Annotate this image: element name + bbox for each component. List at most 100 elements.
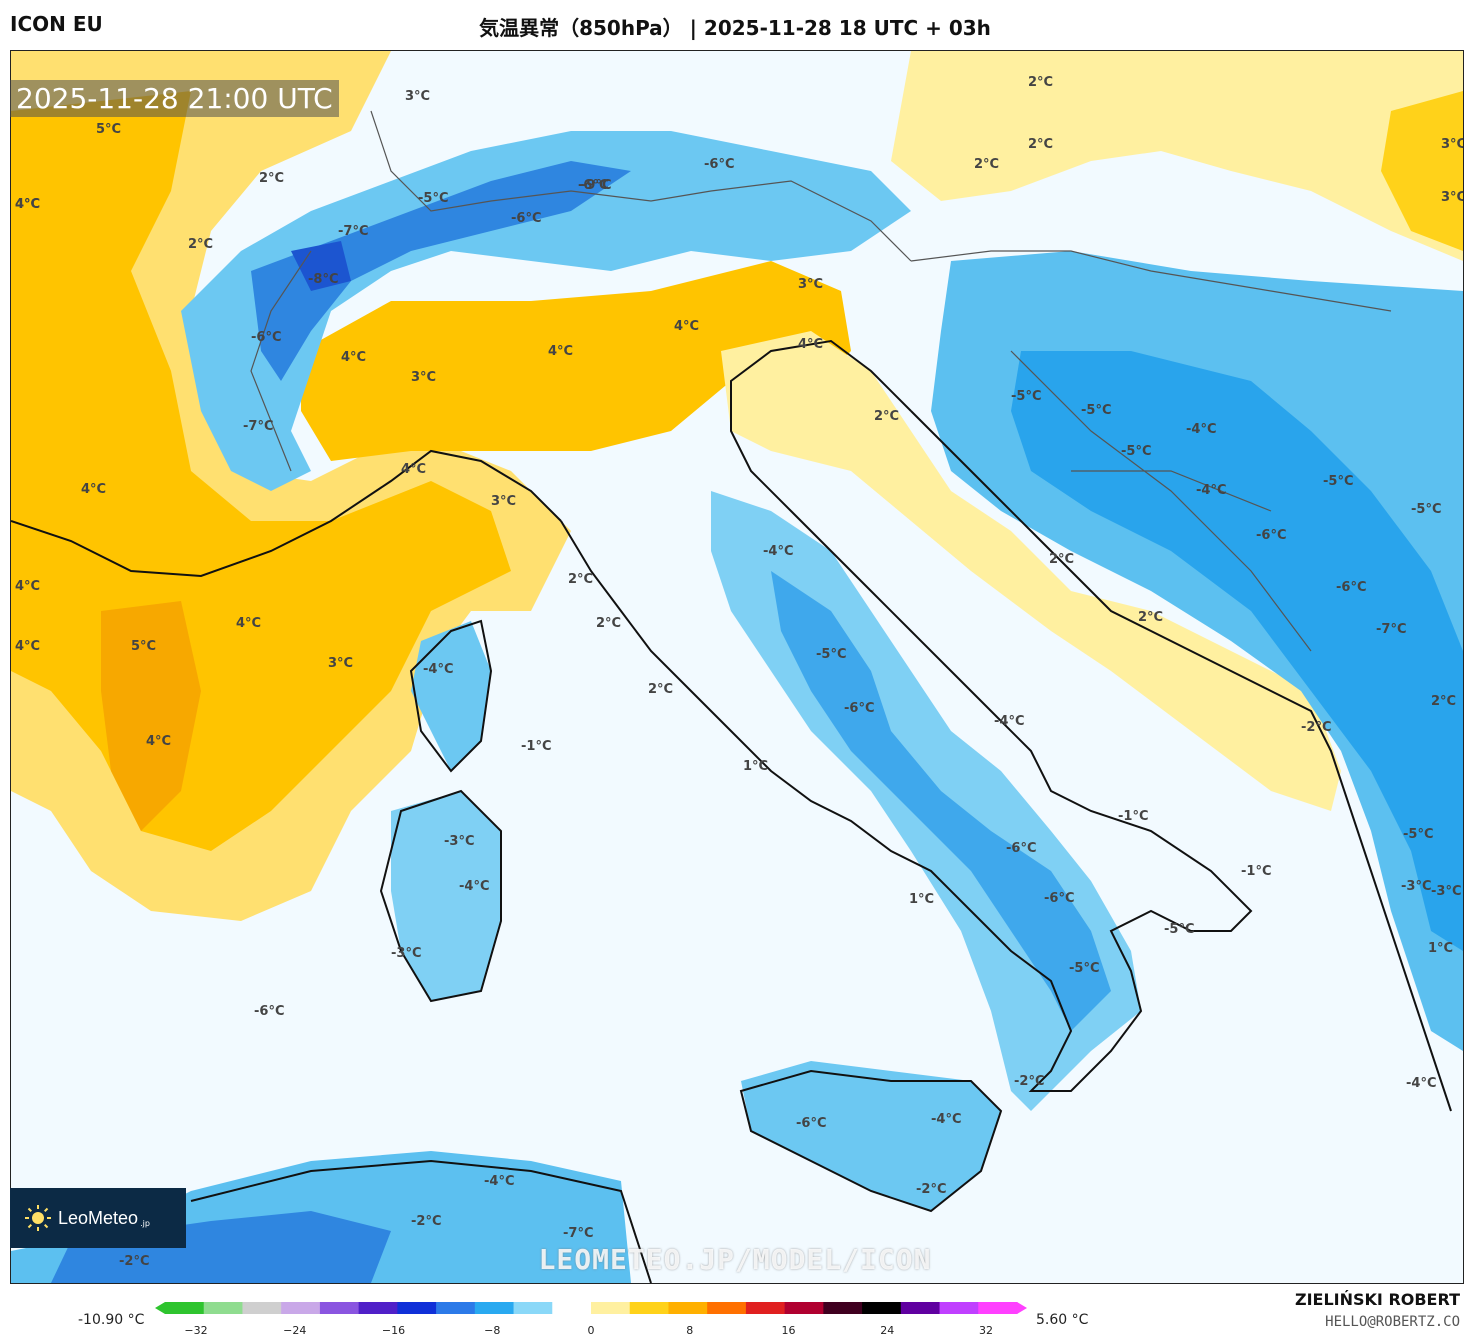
temperature-label: -4°C: [1406, 1076, 1436, 1091]
logo-suffix: .jp: [140, 1219, 150, 1228]
author-name: ZIELIŃSKI ROBERT: [1294, 1290, 1460, 1309]
warm-adriatic: [721, 331, 1341, 811]
colorbar-tick-label: 0: [587, 1324, 595, 1337]
warm-anomaly-northeast: [891, 51, 1463, 261]
temperature-label: -6°C: [1336, 580, 1366, 595]
temperature-label: 3°C: [1441, 137, 1463, 152]
temperature-label: -6°C: [251, 330, 281, 345]
temperature-label: -3°C: [1431, 884, 1461, 899]
temperature-label: 2°C: [648, 682, 673, 697]
temperature-label: 3°C: [328, 656, 353, 671]
warm-core-provence: [101, 601, 201, 831]
chart-title: 気温異常（850hPa） | 2025-11-28 18 UTC + 03h: [479, 16, 991, 40]
temperature-label: 3°C: [491, 494, 516, 509]
temperature-label: -6°C: [578, 178, 608, 193]
cold-north-africa-core: [51, 1211, 391, 1283]
leometeo-logo: LeoMeteo .jp: [10, 1188, 186, 1248]
colorbar-tick-label: 8: [686, 1324, 694, 1337]
colorbar-tick-label: 24: [880, 1324, 895, 1337]
temperature-label: -5°C: [1121, 444, 1151, 459]
cold-apennines-core: [771, 571, 1111, 1031]
temperature-label: -6°C: [844, 701, 874, 716]
temperature-label: 2°C: [1028, 137, 1053, 152]
temperature-label: -5°C: [1011, 389, 1041, 404]
temperature-label: 2°C: [874, 409, 899, 424]
colorbar-swatch: [358, 1302, 398, 1314]
colorbar-tick-label: −8: [484, 1324, 501, 1337]
temperature-label: 3°C: [405, 89, 430, 104]
colorbar: [155, 1302, 1027, 1314]
colorbar-min-label: -10.90 °C: [78, 1312, 145, 1328]
timestamp-overlay: 2025-11-28 21:00 UTC: [10, 80, 339, 117]
temperature-label: -1°C: [521, 739, 551, 754]
temperature-label: -6°C: [1044, 891, 1074, 906]
colorbar-swatch: [978, 1302, 1018, 1314]
temperature-label: -3°C: [1401, 879, 1431, 894]
temperature-label: -2°C: [1301, 720, 1331, 735]
temperature-label: 4°C: [548, 344, 573, 359]
coastline-sicily: [739, 1069, 1003, 1213]
temperature-label: -7°C: [1376, 622, 1406, 637]
temperature-label: 1°C: [909, 892, 934, 907]
temperature-label: 4°C: [15, 197, 40, 212]
temperature-label: -6°C: [254, 1004, 284, 1019]
temperature-label: 2°C: [188, 237, 213, 252]
temperature-label: -5°C: [1411, 502, 1441, 517]
temperature-label: 4°C: [341, 350, 366, 365]
temperature-label: 4°C: [401, 462, 426, 477]
colorbar-swatch: [707, 1302, 747, 1314]
temperature-label: 1°C: [1428, 941, 1453, 956]
colorbar-swatch: [745, 1302, 786, 1314]
colorbar-tick-label: 16: [781, 1324, 796, 1337]
temperature-label: -5°C: [418, 191, 448, 206]
temperature-label: 4°C: [798, 337, 823, 352]
temperature-label: 4°C: [15, 579, 40, 594]
temperature-label: 1°C: [743, 759, 768, 774]
coastline-france: [11, 449, 562, 578]
colorbar-swatch: [513, 1302, 553, 1314]
temperature-label: -8°C: [308, 272, 338, 287]
temperature-label: 3°C: [411, 370, 436, 385]
cold-alps-deep: [291, 241, 351, 291]
colorbar-tick-label: −24: [283, 1324, 307, 1337]
border-lines: [250, 110, 1392, 652]
map-panel: 3°C 5°C 4°C 2°C 2°C -5°C -7°C -8°C -6°C -9°C -6°C -…: [10, 50, 1464, 1284]
sun-icon: [25, 1205, 51, 1231]
colorbar-swatch: [474, 1302, 515, 1314]
temperature-label: 4°C: [674, 319, 699, 334]
cold-sardinia: [391, 791, 501, 1001]
colorbar-swatch: [629, 1302, 669, 1314]
temperature-label: -3°C: [444, 834, 474, 849]
temperature-label: -4°C: [484, 1174, 514, 1189]
colorbar-min-arrow: [155, 1302, 165, 1314]
watermark-url: LEOMETEO.JP/MODEL/ICON: [538, 1243, 932, 1276]
temperature-label: 5°C: [131, 639, 156, 654]
temperature-label: 2°C: [1028, 75, 1053, 90]
temperature-label: 2°C: [259, 171, 284, 186]
coastline-balkans: [910, 410, 1452, 1112]
colorbar-swatch: [784, 1302, 824, 1314]
temperature-label: -1°C: [1118, 809, 1148, 824]
temperature-label: -6°C: [511, 211, 541, 226]
temperature-label: -6°C: [1006, 841, 1036, 856]
temperature-label: -4°C: [1186, 422, 1216, 437]
colorbar-swatch: [319, 1302, 360, 1314]
temperature-label: 3°C: [1441, 190, 1463, 205]
temperature-label: -2°C: [119, 1254, 149, 1269]
temperature-label: 2°C: [1431, 694, 1456, 709]
temperature-label: 2°C: [1138, 610, 1163, 625]
colorbar-swatch: [900, 1302, 941, 1314]
temperature-label: 2°C: [974, 157, 999, 172]
author-email: HELLO@ROBERTZ.CO: [1325, 1314, 1460, 1330]
temperature-label: -4°C: [994, 714, 1024, 729]
temperature-label: -5°C: [1323, 474, 1353, 489]
temperature-label: -5°C: [1164, 922, 1194, 937]
colorbar-swatch: [823, 1302, 863, 1314]
temperature-label: 3°C: [798, 277, 823, 292]
temperature-label: -4°C: [1196, 483, 1226, 498]
colorbar-swatch: [939, 1302, 979, 1314]
temperature-label: 4°C: [15, 639, 40, 654]
temperature-label: -6°C: [796, 1116, 826, 1131]
temperature-label: -5°C: [1069, 961, 1099, 976]
colorbar-tick-label: −16: [381, 1324, 406, 1337]
